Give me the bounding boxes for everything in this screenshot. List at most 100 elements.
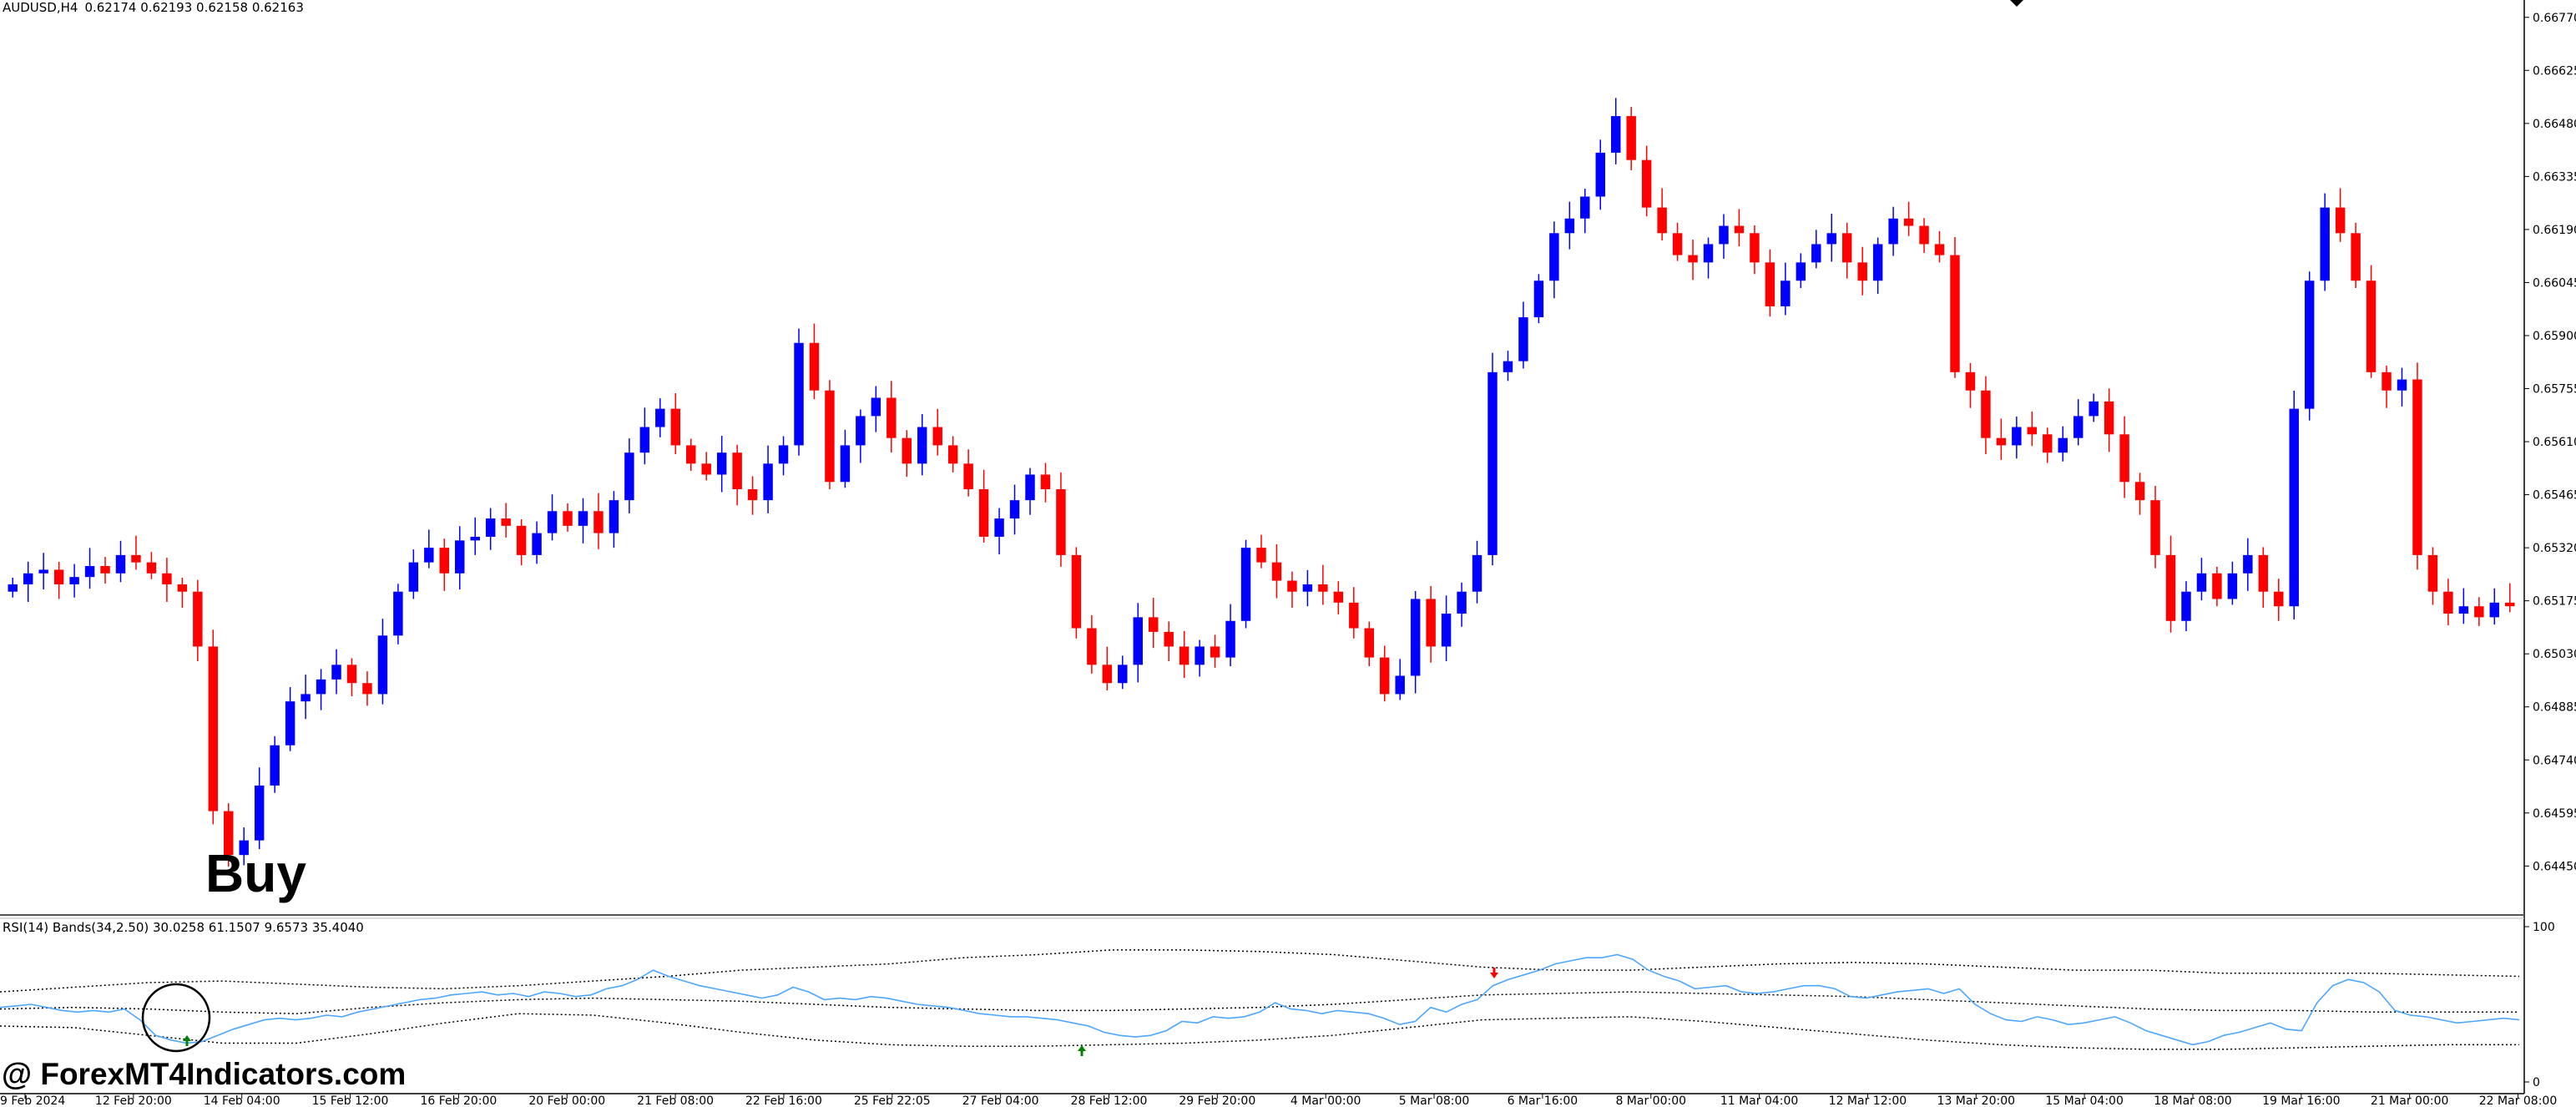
signal-arrows: [183, 968, 1498, 1056]
candle-body: [1734, 225, 1745, 234]
candle-body: [1872, 244, 1883, 281]
rsi-band-line: [0, 1013, 2519, 1050]
candle-body: [978, 489, 989, 537]
candle-body: [1857, 262, 1867, 281]
candle-body: [2274, 591, 2284, 607]
candle-body: [1934, 244, 1945, 255]
rsi-tick-label: 100: [2533, 921, 2555, 934]
candle-body: [2165, 554, 2176, 621]
candle-body: [162, 573, 172, 584]
candle-body: [609, 500, 619, 533]
rsi-line: [0, 953, 2520, 1046]
candle-body: [1364, 628, 1374, 658]
candle-body: [1240, 548, 1251, 621]
time-tick-label: 22 Mar 08:00: [2479, 1094, 2557, 1107]
candle-body: [871, 397, 881, 417]
candle-body: [825, 390, 835, 483]
candle-body: [1919, 225, 1929, 245]
candle-body: [2427, 554, 2438, 592]
candle-body: [316, 679, 326, 695]
candle-body: [115, 554, 126, 574]
time-tick-label: 21 Feb 08:00: [637, 1094, 714, 1107]
time-tick-label: 19 Mar 16:00: [2262, 1094, 2340, 1107]
candle-body: [886, 397, 897, 438]
rsi-band-line: [0, 991, 2519, 1014]
time-tick-label: 20 Feb 00:00: [528, 1094, 605, 1107]
rsi-polyline: [0, 953, 2520, 1046]
candle-body: [2474, 606, 2484, 618]
candle-body: [1641, 159, 1652, 208]
candle-body: [701, 463, 711, 475]
candle-body: [377, 635, 388, 695]
candle-body: [947, 445, 958, 464]
candle-body: [1657, 207, 1667, 234]
candle-body: [2304, 281, 2315, 409]
candle-body: [331, 665, 341, 680]
candle-body: [532, 533, 542, 555]
candle-body: [1826, 233, 1836, 245]
candle-body: [424, 548, 434, 563]
candle-body: [2289, 408, 2299, 607]
price-tick-label: 0.66335: [2533, 170, 2576, 184]
candle-body: [1118, 665, 1128, 684]
candle-body: [2397, 379, 2407, 391]
time-tick-label: 11 Mar 04:00: [1720, 1094, 1798, 1107]
candle-body: [2043, 434, 2053, 453]
candle-body: [547, 511, 558, 533]
candle-body: [778, 445, 789, 464]
candle-body: [670, 408, 681, 446]
candle-body: [1811, 244, 1821, 263]
candle-body: [270, 745, 280, 786]
candle-body: [1333, 591, 1344, 603]
time-tick-label: 12 Mar 12:00: [1829, 1094, 1907, 1107]
candle-body: [1703, 244, 1714, 263]
candle-body: [1087, 628, 1097, 665]
candle-body: [2058, 437, 2068, 453]
candle-body: [2243, 554, 2253, 574]
candle-body: [84, 566, 95, 578]
candle-body: [1903, 218, 1914, 226]
candle-body: [1518, 317, 1528, 361]
candle-body: [501, 518, 511, 526]
candle-body: [224, 811, 234, 856]
candle-body: [1271, 562, 1282, 581]
candle-body: [2212, 573, 2222, 599]
candle-body: [208, 646, 219, 811]
candle-body: [1996, 437, 2007, 446]
candle-body: [994, 518, 1004, 537]
candle-body: [1981, 390, 1991, 438]
rsi-indicator-pane[interactable]: [0, 949, 2520, 1056]
candle-body: [362, 683, 372, 695]
candle-body: [1302, 584, 1313, 592]
buy-label: Buy: [205, 843, 306, 903]
candle-body: [1626, 116, 1636, 160]
price-tick-label: 0.66625: [2533, 64, 2576, 78]
candle-body: [1688, 255, 1698, 263]
time-tick-label: 21 Mar 00:00: [2371, 1094, 2448, 1107]
candle-body: [1533, 281, 1544, 318]
candle-body: [1595, 152, 1605, 197]
candle-body: [747, 489, 758, 501]
candle-body: [1380, 657, 1390, 695]
candle-body: [69, 577, 79, 584]
candle-body: [2366, 281, 2376, 372]
candlestick-series: [8, 98, 2515, 867]
candle-body: [2150, 500, 2160, 555]
candle-body: [2089, 401, 2099, 417]
candle-body: [1395, 675, 1405, 695]
candle-body: [716, 452, 727, 475]
rsi-bands: [0, 949, 2520, 1050]
candle-body: [2134, 482, 2145, 501]
candle-body: [2258, 554, 2269, 592]
candle-body: [2119, 434, 2129, 483]
candle-body: [1318, 584, 1328, 592]
buy-arrow-icon: [183, 1035, 191, 1046]
chart-shift-marker[interactable]: [2010, 0, 2023, 7]
time-tick-label: 15 Mar 04:00: [2045, 1094, 2123, 1107]
candle-body: [932, 427, 942, 446]
candle-body: [100, 566, 110, 574]
price-chart[interactable]: [8, 98, 2515, 867]
